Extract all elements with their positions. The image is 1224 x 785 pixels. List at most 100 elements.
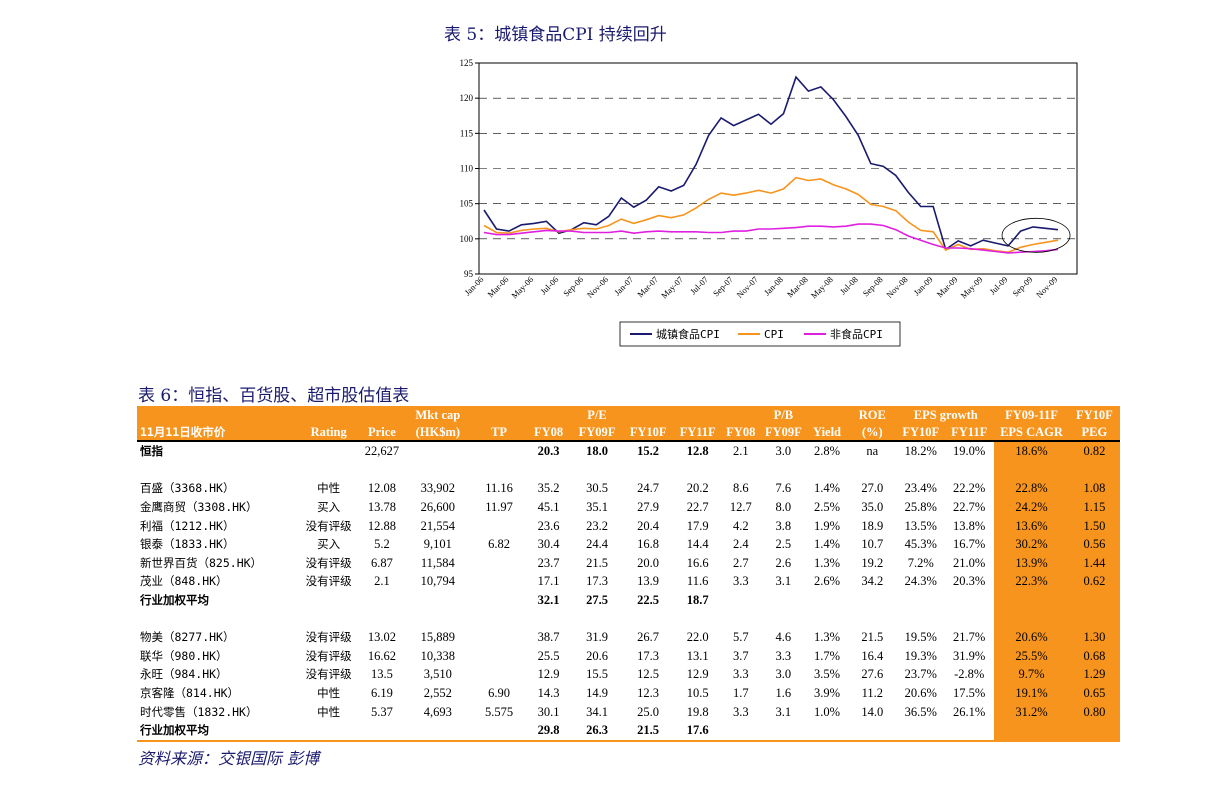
header-date: 11月11日收市价 [137,423,297,442]
cell-price [360,720,404,742]
cell-roe [847,591,897,610]
x-tick-label: Nov-09 [1034,274,1059,299]
cell-pe10: 25.0 [637,704,660,719]
cell-price: 16.62 [367,648,396,663]
cell-name: 恒指 [140,444,163,459]
cell-roe: 19.2 [861,555,884,570]
cell-pe10: 13.9 [637,574,660,589]
cell-eps10: 13.5% [904,518,937,533]
cell-eps10: 19.5% [904,630,937,645]
x-tick-label: Sep-08 [861,274,885,298]
cell-eps10: 18.2% [904,444,937,459]
cell-pe09: 21.5 [586,555,608,570]
cell-eps11: 26.1% [953,704,986,719]
header-eps-cagr: EPS CAGR [994,423,1069,442]
cell-peg: 0.68 [1068,646,1120,666]
header-mktcap: Mkt cap [403,406,473,423]
table-row: 百盛（3368.HK） 中性 12.08 33,902 11.16 35.2 30.5 24.… [137,479,1120,498]
cell-pb09: 4.6 [775,630,792,645]
header-mktcap-unit: (HK$m) [403,423,473,442]
cell-eps10: 36.5% [904,704,937,719]
cell-tp [472,720,526,742]
cell-roe: 11.2 [861,686,883,701]
table-row: 茂业（848.HK） 没有评级 2.1 10,794 17.1 17.3 13.9 11.6 3… [137,572,1120,591]
cell-pe08: 23.7 [537,555,560,570]
cell-mktcap [403,441,472,461]
cell-pb08: 5.7 [732,630,749,645]
cell-price: 5.37 [370,704,393,719]
x-tick-label: May-07 [659,274,685,300]
highlight-ellipse [1001,217,1071,253]
cell-mktcap: 33,902 [420,481,456,496]
cell-tp [472,441,525,461]
cell-pe11: 10.5 [686,686,709,701]
cell-pe11: 17.6 [673,720,722,742]
x-tick-label: May-08 [809,274,835,300]
cell-pb09: 8.0 [775,500,792,515]
cell-pe11: 14.4 [686,537,709,552]
header-pe-fy08: FY08 [525,423,572,442]
cell-peg [1068,590,1120,610]
cell-pb08: 4.2 [732,518,749,533]
cell-rating: 没有评级 [305,667,352,682]
table-row: 恒指 22,627 20.3 18.0 15.2 12.8 2.1 3.0 2.8% na 18.2… [137,441,1120,461]
x-tick-label: Nov-08 [884,274,909,299]
cell-eps11: 19.0% [953,444,986,459]
table-header-row-1: Mkt cap P/E P/B ROE EPS growth FY09-11F … [137,406,1120,423]
cell-pb09: 1.6 [775,686,792,701]
cell-pe11: 13.1 [686,648,709,663]
cell-cagr: 13.9% [994,553,1069,573]
x-tick-label: Jan-07 [612,274,635,297]
header-pb: P/B [759,406,807,423]
x-tick-label: Nov-07 [734,274,759,299]
cell-roe: 18.9 [861,518,884,533]
header-roe-unit: (%) [847,423,898,442]
cell-rating [297,591,361,610]
x-tick-label: Nov-06 [585,274,610,299]
cell-tp: 11.16 [485,481,513,496]
cell-pe08: 45.1 [537,500,560,515]
cell-mktcap: 26,600 [420,500,456,515]
cell-name: 永旺（984.HK） [140,667,228,682]
header-pe-fy11f: FY11F [673,423,722,442]
series-line-2 [483,223,1059,254]
x-tick-label: Mar-06 [485,274,510,299]
legend-label: 非食品CPI [830,327,883,341]
cell-pe10: 15.2 [637,444,660,459]
cell-pb08 [721,720,760,742]
cell-cagr: 22.8% [994,479,1069,498]
cell-mktcap: 21,554 [420,518,456,533]
cell-mktcap: 2,552 [423,686,452,701]
cell-pb08: 3.7 [732,648,749,663]
cell-peg: 0.62 [1068,572,1120,591]
table-row: 京客隆（814.HK） 中性 6.19 2,552 6.90 14.3 14.9 12.3 10… [137,683,1120,703]
cell-rating: 没有评级 [305,518,352,533]
cell-name: 茂业（848.HK） [140,574,228,589]
cell-yield: 1.4% [813,481,841,496]
header-peg: PEG [1068,423,1120,442]
cell-pb09 [759,720,807,742]
cell-pb08: 2.4 [732,537,749,552]
cell-pe08: 38.7 [537,630,560,645]
table-row: 利福（1212.HK） 没有评级 12.88 21,554 23.6 23.2 20.4 17… [137,516,1120,535]
cell-cagr: 13.6% [994,516,1069,535]
cell-yield: 1.7% [813,648,841,663]
cell-pe08: 30.1 [537,704,560,719]
cell-peg: 0.80 [1068,702,1120,721]
cell-roe [847,720,898,742]
cell-pe08: 30.4 [537,537,560,552]
cell-tp [472,572,525,591]
cell-cagr: 24.2% [994,497,1069,517]
cell-peg: 1.15 [1068,497,1120,517]
cell-eps11: 16.7% [953,537,986,552]
cell-price: 12.88 [367,518,396,533]
cell-rating: 买入 [317,537,341,552]
y-tick-label: 125 [460,58,474,68]
cell-yield: 1.3% [813,630,841,645]
cell-mktcap: 9,101 [423,537,452,552]
cell-yield: 1.0% [813,704,841,719]
cell-peg: 1.29 [1068,665,1120,684]
cell-pe11: 20.2 [686,481,709,496]
legend-box [619,321,901,347]
